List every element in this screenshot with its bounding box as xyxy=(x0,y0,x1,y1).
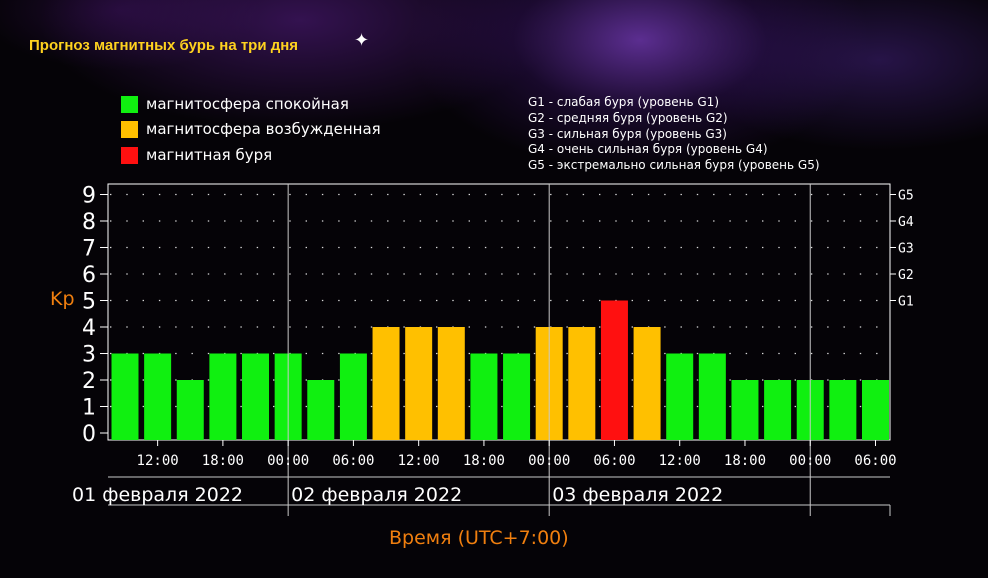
kp-bar xyxy=(144,353,172,440)
kp-bar xyxy=(861,380,889,440)
y-tick-label: 0 xyxy=(82,422,96,447)
legend-label-calm: магнитосфера спокойная xyxy=(146,95,349,113)
kp-bar xyxy=(111,353,139,440)
y-tick-label: 3 xyxy=(82,343,96,368)
kp-bar xyxy=(600,300,628,440)
kp-bar xyxy=(698,353,726,440)
kp-bar xyxy=(405,327,433,440)
y-tick-label: 1 xyxy=(82,396,96,421)
kp-bar xyxy=(470,353,498,440)
g-level-line: G2 - средняя буря (уровень G2) xyxy=(528,110,728,125)
y-tick-label: 4 xyxy=(82,316,96,341)
x-tick-label: 00:00 xyxy=(528,453,570,469)
plot-frame xyxy=(107,183,891,441)
kp-bar xyxy=(829,380,857,440)
kp-bar xyxy=(633,327,661,440)
legend-label-storm: магнитная буря xyxy=(146,146,273,164)
g-tick-label: G3 xyxy=(898,242,914,257)
kp-bar xyxy=(666,353,694,440)
day-label: 01 февраля 2022 xyxy=(72,484,243,506)
g-level-line: G5 - экстремально сильная буря (уровень … xyxy=(528,158,820,173)
y-tick-label: 6 xyxy=(82,263,96,288)
x-tick-label: 18:00 xyxy=(202,453,244,469)
g-level-legend: G1 - слабая буря (уровень G1) G2 - средн… xyxy=(528,95,820,174)
day-label: 02 февраля 2022 xyxy=(291,484,462,506)
page-title: Прогноз магнитных бурь на три дня xyxy=(29,37,299,54)
day-label: 03 февраля 2022 xyxy=(552,484,723,506)
x-tick-label: 06:00 xyxy=(593,453,635,469)
x-tick-label: 00:00 xyxy=(267,453,309,469)
kp-bar xyxy=(503,353,531,440)
kp-bar xyxy=(372,327,400,440)
y-tick-label: 2 xyxy=(82,369,96,394)
x-tick-label: 18:00 xyxy=(724,453,766,469)
kp-bar xyxy=(339,353,367,440)
legend-item-active: магнитосфера возбужденная xyxy=(121,120,381,138)
kp-bar xyxy=(209,353,237,440)
kp-bar xyxy=(764,380,792,440)
x-tick-label: 06:00 xyxy=(854,453,896,469)
y-tick-label: 7 xyxy=(82,237,96,262)
x-tick-label: 12:00 xyxy=(659,453,701,469)
g-tick-label: G4 xyxy=(898,215,914,230)
legend-swatch-calm xyxy=(121,95,138,113)
g-level-line: G4 - очень сильная буря (уровень G4) xyxy=(528,142,768,157)
y-tick-label: 5 xyxy=(82,290,96,315)
kp-bar xyxy=(176,380,204,440)
kp-bar xyxy=(437,327,465,440)
x-tick-label: 18:00 xyxy=(463,453,505,469)
g-tick-label: G1 xyxy=(898,295,914,310)
kp-bar xyxy=(242,353,270,440)
sparkle-icon: ✦ xyxy=(354,30,370,51)
kp-bar xyxy=(307,380,335,440)
g-level-line: G3 - сильная буря (уровень G3) xyxy=(528,126,727,141)
kp-bar xyxy=(568,327,596,440)
x-tick-label: 12:00 xyxy=(398,453,440,469)
g-tick-label: G2 xyxy=(898,268,914,283)
legend-swatch-active xyxy=(121,120,138,138)
x-tick-label: 12:00 xyxy=(137,453,179,469)
legend-item-calm: магнитосфера спокойная xyxy=(121,95,349,113)
x-tick-label: 06:00 xyxy=(332,453,374,469)
g-tick-label: G5 xyxy=(898,189,914,204)
legend-item-storm: магнитная буря xyxy=(121,146,272,164)
x-axis-title: Время (UTC+7:00) xyxy=(389,527,569,549)
g-level-line: G1 - слабая буря (уровень G1) xyxy=(528,95,719,109)
y-axis-title: Kp xyxy=(50,288,75,310)
kp-bar xyxy=(731,380,759,440)
legend-label-active: магнитосфера возбужденная xyxy=(146,120,381,138)
y-tick-label: 8 xyxy=(82,210,96,235)
x-tick-label: 00:00 xyxy=(789,453,831,469)
legend-swatch-storm xyxy=(121,146,138,164)
y-tick-label: 9 xyxy=(82,184,96,209)
